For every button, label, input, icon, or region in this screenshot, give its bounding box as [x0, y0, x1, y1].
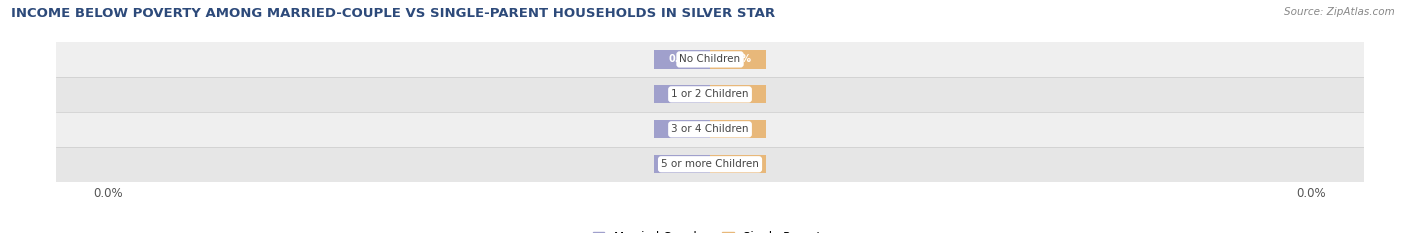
Bar — [710, 155, 766, 173]
Text: 1 or 2 Children: 1 or 2 Children — [671, 89, 749, 99]
Bar — [710, 120, 766, 138]
Text: 0.0%: 0.0% — [669, 159, 696, 169]
Bar — [56, 147, 1364, 182]
Text: 0.0%: 0.0% — [724, 124, 751, 134]
Text: 0.0%: 0.0% — [669, 55, 696, 64]
Bar — [654, 155, 710, 173]
Legend: Married Couples, Single Parents: Married Couples, Single Parents — [588, 226, 832, 233]
Text: 0.0%: 0.0% — [724, 55, 751, 64]
Text: INCOME BELOW POVERTY AMONG MARRIED-COUPLE VS SINGLE-PARENT HOUSEHOLDS IN SILVER : INCOME BELOW POVERTY AMONG MARRIED-COUPL… — [11, 7, 775, 20]
Bar — [56, 42, 1364, 77]
Text: 5 or more Children: 5 or more Children — [661, 159, 759, 169]
Bar — [654, 50, 710, 69]
Bar — [710, 50, 766, 69]
Bar — [56, 77, 1364, 112]
Bar — [56, 112, 1364, 147]
Text: Source: ZipAtlas.com: Source: ZipAtlas.com — [1284, 7, 1395, 17]
Bar — [654, 120, 710, 138]
Text: 0.0%: 0.0% — [724, 159, 751, 169]
Bar — [710, 85, 766, 103]
Text: No Children: No Children — [679, 55, 741, 64]
Text: 0.0%: 0.0% — [724, 89, 751, 99]
Text: 3 or 4 Children: 3 or 4 Children — [671, 124, 749, 134]
Text: 0.0%: 0.0% — [669, 89, 696, 99]
Text: 0.0%: 0.0% — [669, 124, 696, 134]
Bar — [654, 85, 710, 103]
